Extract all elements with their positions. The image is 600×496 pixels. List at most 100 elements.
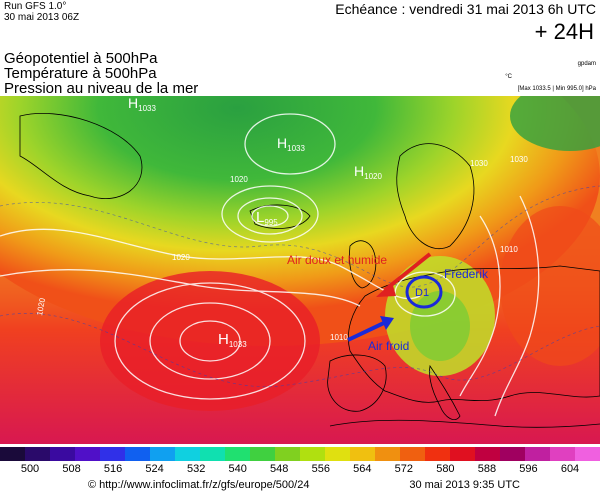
isobar-atlantic-wave-2	[0, 269, 361, 307]
color-swatch	[350, 447, 375, 461]
color-swatch	[300, 447, 325, 461]
coast-iberia	[327, 354, 387, 412]
echeance-label: Echéance : vendredi 31 mai 2013 6h UTC	[335, 1, 596, 17]
annotations: Air doux et humide D1 Frederik Air froid	[287, 252, 489, 353]
pressure-labels: H1033 H1033 H1020 H1033 L995 1030 1020 1…	[35, 96, 528, 349]
isobar-low-iceland-1	[251, 205, 289, 227]
scale-tick-label: 524	[145, 463, 164, 475]
coast-italy	[429, 364, 461, 420]
color-swatch	[375, 447, 400, 461]
scale-tick-label: 580	[436, 463, 455, 475]
coastlines	[19, 113, 600, 428]
coast-africa	[329, 419, 600, 428]
isobar-low-iceland-3	[221, 185, 319, 243]
scale-tick-label: 604	[560, 463, 580, 475]
color-swatch	[100, 447, 125, 461]
color-swatch	[275, 447, 300, 461]
coast-iceland	[249, 204, 311, 229]
color-swatch	[125, 447, 150, 461]
coast-scandinavia	[396, 143, 475, 249]
isobars	[0, 113, 540, 417]
source-url[interactable]: © http://www.infoclimat.fr/z/gfs/europe/5…	[88, 479, 309, 491]
copyright-icon: ©	[88, 479, 97, 491]
geopotential-line-1	[0, 185, 600, 288]
run-date: 30 mai 2013 06Z	[4, 12, 80, 23]
isobar-high-atlantic-3	[114, 282, 306, 400]
scale-tick-label: 548	[270, 463, 289, 475]
isobar-label-1030a: 1030	[510, 155, 528, 164]
coast-greenland	[19, 113, 143, 199]
isobar-label-1010b: 1010	[330, 333, 348, 342]
high-label-norwegian: H1033	[277, 135, 305, 153]
lead-time: + 24H	[534, 19, 594, 44]
unit-celsius: °C	[505, 74, 512, 80]
run-label: Run GFS 1.0°	[4, 1, 67, 12]
warm-core-atlantic	[100, 271, 320, 411]
high-label-atlantic: H1033	[218, 331, 247, 349]
color-swatch	[400, 447, 425, 461]
isobar-east-2	[494, 195, 540, 417]
annotation-frederik: Frederik	[444, 267, 489, 281]
annotation-red-arrow-head	[376, 282, 396, 297]
isobar-label-1020c: 1020	[35, 297, 47, 317]
color-swatch	[550, 447, 575, 461]
isobar-label-1020b: 1020	[172, 253, 190, 262]
color-swatch	[25, 447, 50, 461]
high-label-greenland: H1033	[128, 96, 156, 113]
isobar-label-1030b: 1030	[470, 159, 488, 168]
annotation-blue-arrow-head	[380, 316, 394, 330]
isobar-label-1010a: 1010	[500, 245, 518, 254]
isobar-high-atlantic-1	[179, 320, 241, 362]
color-swatch	[75, 447, 100, 461]
unit-gpdam: gpdam	[577, 61, 596, 67]
scale-tick-label: 516	[103, 463, 123, 475]
cold-core-central	[410, 291, 470, 361]
isobar-label-1020a: 1020	[230, 175, 248, 184]
scale-tick-label: 588	[477, 463, 497, 475]
annotation-circle-d1	[405, 275, 443, 309]
weather-map: H1033 H1033 H1020 H1033 L995 1030 1020 1…	[0, 96, 600, 444]
isobar-high-atlantic-2	[149, 302, 271, 380]
color-swatch	[325, 447, 350, 461]
title-pressure: Pression au niveau de la mer	[4, 80, 199, 97]
color-swatch	[450, 447, 475, 461]
color-swatch	[150, 447, 175, 461]
color-swatch	[175, 447, 200, 461]
color-swatch	[50, 447, 75, 461]
isobar-low-iceland-2	[237, 197, 303, 235]
isobar-atlantic-wave-1	[0, 228, 421, 300]
scale-tick-label: 508	[62, 463, 81, 475]
color-swatch	[0, 447, 25, 461]
color-swatch	[200, 447, 225, 461]
color-swatch	[500, 447, 525, 461]
scale-tick-label: 500	[20, 463, 40, 475]
geopotential-line-2	[0, 313, 600, 388]
isobar-high-greenland	[244, 113, 336, 175]
warm-core-east	[500, 206, 600, 366]
isobar-east-1	[459, 215, 501, 397]
coast-europe	[348, 265, 600, 403]
footer: © http://www.infoclimat.fr/z/gfs/europe/5…	[0, 478, 600, 494]
color-swatch	[525, 447, 550, 461]
title-temperature: Température à 500hPa	[4, 65, 157, 82]
annotation-low-d1: D1	[415, 287, 429, 299]
annotation-warm-air: Air doux et humide	[287, 253, 387, 267]
title-geopotential: Géopotentiel à 500hPa	[4, 50, 158, 67]
cold-north-east	[510, 96, 600, 151]
generated-date: 30 mai 2013 9:35 UTC	[409, 479, 520, 491]
color-swatch	[425, 447, 450, 461]
scale-tick-label: 556	[311, 463, 330, 475]
scale-tick-label: 564	[353, 463, 372, 475]
annotation-cold-air: Air froid	[368, 339, 409, 353]
scale-tick-label: 532	[186, 463, 206, 475]
geopotential-dashes	[0, 185, 600, 388]
scale-tick-label: 540	[228, 463, 247, 475]
scale-tick-label: 596	[519, 463, 538, 475]
color-swatch	[475, 447, 500, 461]
coast-british-isles	[349, 240, 377, 289]
color-scale	[0, 447, 600, 461]
high-label-scandinavia: H1020	[354, 163, 382, 181]
source-url-text[interactable]: http://www.infoclimat.fr/z/gfs/europe/50…	[99, 479, 310, 491]
color-swatch	[225, 447, 250, 461]
color-scale-ticks: 500 508 516 524 532 540 548 556 564 572 580 588 596 6…	[0, 463, 600, 477]
